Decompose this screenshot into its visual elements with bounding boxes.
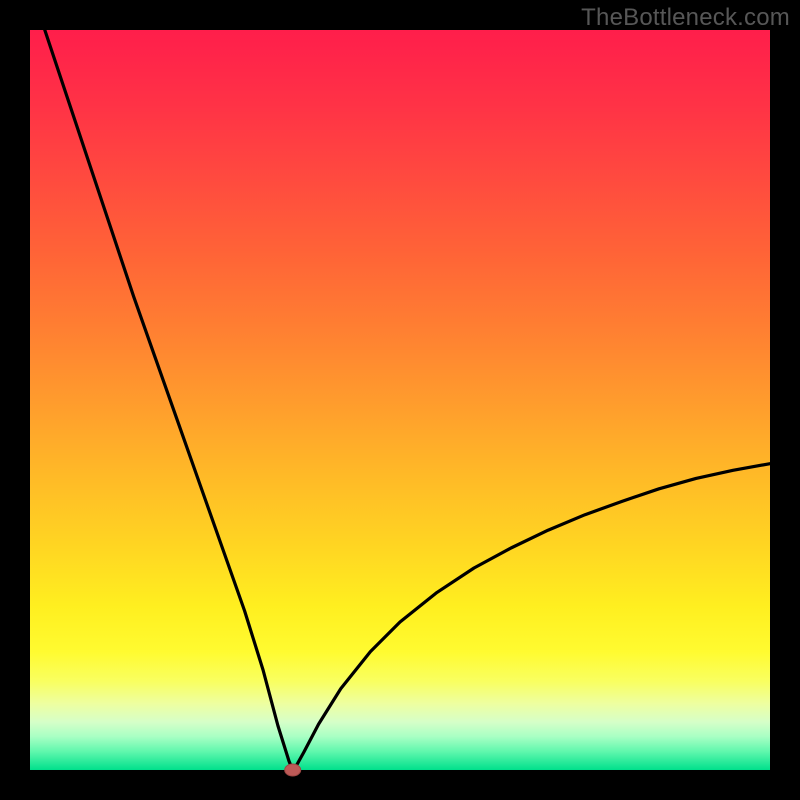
chart-svg: [0, 0, 800, 800]
minimum-marker: [285, 764, 301, 776]
bottleneck-chart: TheBottleneck.com: [0, 0, 800, 800]
watermark-text: TheBottleneck.com: [581, 4, 790, 32]
plot-background: [30, 30, 770, 770]
